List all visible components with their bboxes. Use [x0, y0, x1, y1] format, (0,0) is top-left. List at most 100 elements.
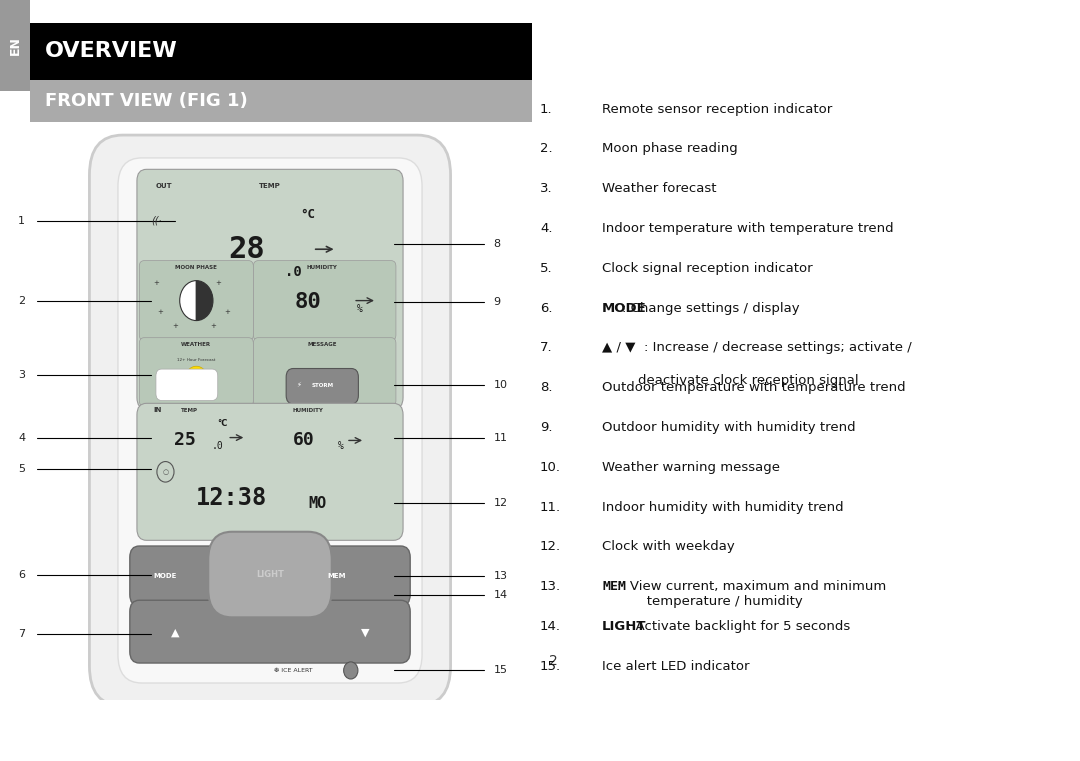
FancyBboxPatch shape [118, 158, 422, 683]
Text: MESSAGE: MESSAGE [308, 342, 337, 347]
Text: 3.: 3. [540, 182, 553, 196]
Text: +: + [215, 281, 220, 286]
Text: MO: MO [309, 495, 326, 511]
Text: °C: °C [217, 419, 228, 428]
Text: deactivate clock reception signal: deactivate clock reception signal [638, 374, 859, 387]
Text: ▲ / ▼  : Increase / decrease settings; activate /: ▲ / ▼ : Increase / decrease settings; ac… [603, 342, 912, 355]
Text: Outdoor humidity with humidity trend: Outdoor humidity with humidity trend [603, 421, 855, 434]
Text: Indoor temperature with temperature trend: Indoor temperature with temperature tren… [603, 222, 894, 235]
Text: LIGHT: LIGHT [603, 620, 647, 633]
Text: ((·: ((· [151, 215, 162, 226]
Text: °C: °C [300, 209, 315, 221]
FancyBboxPatch shape [130, 546, 410, 606]
Text: .0: .0 [212, 441, 224, 451]
Circle shape [343, 662, 357, 679]
Text: ○: ○ [162, 469, 168, 475]
Wedge shape [197, 281, 213, 320]
Text: 60: 60 [293, 431, 314, 450]
Wedge shape [179, 281, 197, 320]
Text: +: + [225, 309, 230, 315]
FancyBboxPatch shape [0, 0, 30, 91]
Text: 2: 2 [18, 295, 25, 306]
Text: 10: 10 [494, 380, 508, 390]
Text: 9.: 9. [540, 421, 553, 434]
FancyBboxPatch shape [137, 169, 403, 409]
Text: 6: 6 [18, 569, 25, 580]
Text: 9: 9 [494, 297, 500, 307]
Text: 6.: 6. [540, 301, 553, 314]
Text: 10.: 10. [540, 461, 561, 474]
Text: MOON PHASE: MOON PHASE [175, 265, 217, 270]
Text: %: % [357, 304, 363, 314]
Text: 2: 2 [549, 654, 558, 668]
Text: 4.: 4. [540, 222, 553, 235]
Circle shape [185, 366, 208, 395]
Text: %: % [338, 441, 345, 451]
Text: ▲: ▲ [171, 628, 179, 638]
Text: 1.: 1. [540, 103, 553, 116]
FancyBboxPatch shape [130, 600, 410, 663]
Text: Clock signal reception indicator: Clock signal reception indicator [603, 262, 813, 275]
FancyBboxPatch shape [254, 338, 396, 406]
FancyBboxPatch shape [156, 369, 218, 400]
Text: Weather warning message: Weather warning message [603, 461, 780, 474]
Text: 2.: 2. [540, 142, 553, 155]
FancyBboxPatch shape [30, 80, 532, 122]
Text: MODE: MODE [603, 301, 647, 314]
FancyBboxPatch shape [139, 338, 254, 406]
Text: 3: 3 [18, 370, 25, 380]
FancyBboxPatch shape [139, 260, 254, 341]
Text: 12: 12 [494, 498, 508, 508]
Text: 7.: 7. [540, 342, 553, 355]
Text: 15.: 15. [540, 660, 562, 673]
Text: EN: EN [9, 37, 22, 55]
Text: 11.: 11. [540, 501, 562, 514]
FancyBboxPatch shape [90, 135, 450, 706]
Text: : Activate backlight for 5 seconds: : Activate backlight for 5 seconds [626, 620, 850, 633]
Text: +: + [158, 309, 164, 315]
Text: 80: 80 [295, 291, 322, 312]
Text: Clock with weekday: Clock with weekday [603, 540, 735, 553]
Text: 12+ Hour Forecast: 12+ Hour Forecast [177, 358, 216, 361]
Text: 28: 28 [228, 234, 265, 264]
Text: HUMIDITY: HUMIDITY [307, 265, 338, 270]
FancyBboxPatch shape [254, 260, 396, 341]
Text: TEMP: TEMP [259, 183, 281, 189]
FancyBboxPatch shape [208, 532, 332, 617]
Text: Indoor humidity with humidity trend: Indoor humidity with humidity trend [603, 501, 843, 514]
Text: 13: 13 [494, 571, 508, 581]
Text: MODE: MODE [153, 573, 177, 578]
Text: Moon phase reading: Moon phase reading [603, 142, 738, 155]
Text: LIGHT: LIGHT [256, 570, 284, 579]
Text: 5: 5 [18, 464, 25, 474]
Text: 5.: 5. [540, 262, 553, 275]
Text: OUT: OUT [156, 183, 173, 189]
Text: 1: 1 [18, 215, 25, 226]
Text: +: + [210, 323, 216, 330]
Text: FRONT VIEW (FIG 1): FRONT VIEW (FIG 1) [45, 92, 248, 110]
Text: 7: 7 [18, 629, 25, 639]
Text: Remote sensor reception indicator: Remote sensor reception indicator [603, 103, 833, 116]
Text: IN: IN [153, 407, 162, 413]
FancyBboxPatch shape [137, 403, 403, 540]
Text: :  View current, maximum and minimum
       temperature / humidity: : View current, maximum and minimum temp… [617, 580, 887, 608]
Text: HUMIDITY: HUMIDITY [293, 408, 323, 413]
Text: Weather forecast: Weather forecast [603, 182, 717, 196]
Text: 25: 25 [174, 431, 195, 450]
Text: 8.: 8. [540, 381, 553, 394]
Text: OVERVIEW: OVERVIEW [45, 41, 178, 62]
Text: 12.: 12. [540, 540, 562, 553]
Text: : Change settings / display: : Change settings / display [622, 301, 799, 314]
Text: ❆ ICE ALERT: ❆ ICE ALERT [274, 668, 313, 673]
Text: +: + [153, 281, 159, 286]
Text: WEATHER: WEATHER [181, 342, 212, 347]
Text: 12:38: 12:38 [197, 486, 268, 510]
Text: 4: 4 [18, 432, 25, 443]
Text: +: + [172, 323, 178, 330]
Text: Ice alert LED indicator: Ice alert LED indicator [603, 660, 750, 673]
Text: 13.: 13. [540, 580, 562, 593]
Text: Outdoor temperature with temperature trend: Outdoor temperature with temperature tre… [603, 381, 906, 394]
Text: ▼: ▼ [361, 628, 369, 638]
FancyBboxPatch shape [30, 23, 532, 80]
Text: ⚡: ⚡ [296, 382, 301, 388]
